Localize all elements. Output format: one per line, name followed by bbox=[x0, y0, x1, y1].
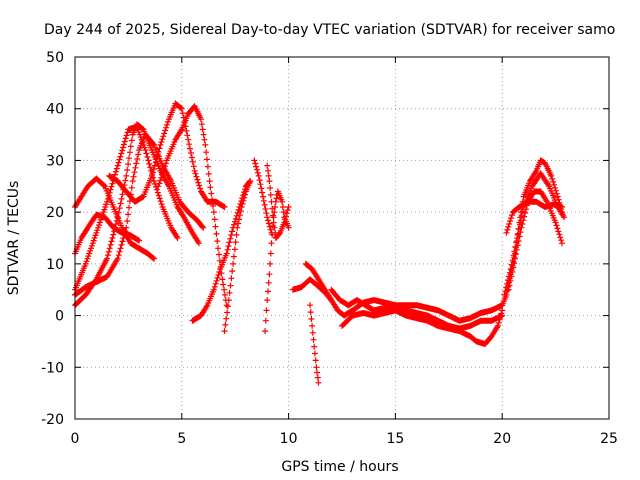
series-arc-20 bbox=[505, 188, 565, 293]
y-tick-label: -20 bbox=[41, 412, 64, 428]
chart-title: Day 244 of 2025, Sidereal Day-to-day VTE… bbox=[44, 22, 615, 38]
x-tick-label: 15 bbox=[386, 431, 404, 447]
y-tick-label: 10 bbox=[46, 257, 64, 273]
y-tick-label: 50 bbox=[46, 50, 64, 66]
series-arc-7 bbox=[155, 103, 230, 309]
data-point-marks bbox=[262, 188, 292, 335]
y-axis-label: SDTVAR / TECUs bbox=[6, 181, 22, 296]
y-tick-label: -10 bbox=[41, 360, 64, 376]
data-point-marks bbox=[72, 211, 143, 257]
axes-ticks: 0 5 10 15 20 25 -20 -10 0 10 20 30 40 50 bbox=[41, 50, 618, 447]
data-point-marks bbox=[72, 131, 207, 298]
series-arc-9 bbox=[221, 178, 254, 335]
data-point-marks bbox=[189, 178, 254, 324]
series-arc-17 bbox=[328, 286, 506, 332]
data-point-marks bbox=[155, 103, 230, 309]
x-tick-label: 10 bbox=[280, 431, 298, 447]
data-point-marks bbox=[307, 302, 322, 386]
y-tick-label: 0 bbox=[55, 309, 64, 325]
series-arc-15 bbox=[307, 302, 322, 386]
data-point-marks bbox=[328, 286, 506, 332]
data-point-marks bbox=[264, 162, 292, 241]
data-point-marks bbox=[72, 175, 157, 262]
grid bbox=[75, 57, 609, 419]
y-tick-label: 40 bbox=[46, 102, 64, 118]
y-tick-label: 30 bbox=[46, 153, 64, 169]
x-tick-label: 0 bbox=[71, 431, 80, 447]
data-point-marks bbox=[503, 198, 565, 236]
series-arc-12 bbox=[264, 162, 292, 241]
series-arc-21 bbox=[503, 198, 565, 236]
data-point-marks bbox=[221, 178, 254, 335]
x-axis-label: GPS time / hours bbox=[281, 459, 398, 475]
plot-frame bbox=[74, 56, 610, 420]
series-arc-8 bbox=[189, 178, 254, 324]
data-point-marks bbox=[302, 260, 506, 324]
data-point-marks bbox=[505, 188, 565, 293]
series-arc-2 bbox=[72, 211, 143, 257]
data-point-marks bbox=[72, 121, 202, 309]
series-arc-14 bbox=[302, 260, 506, 324]
series-arc-4 bbox=[72, 121, 202, 309]
series-arc-1 bbox=[72, 175, 157, 262]
series-arc-10 bbox=[251, 157, 275, 236]
x-tick-label: 20 bbox=[493, 431, 511, 447]
data-series bbox=[72, 100, 568, 386]
y-tick-label: 20 bbox=[46, 205, 64, 221]
x-tick-label: 25 bbox=[600, 431, 618, 447]
series-arc-11 bbox=[262, 188, 292, 335]
x-tick-label: 5 bbox=[177, 431, 186, 447]
series-arc-3 bbox=[72, 131, 207, 298]
data-point-marks bbox=[251, 157, 275, 236]
